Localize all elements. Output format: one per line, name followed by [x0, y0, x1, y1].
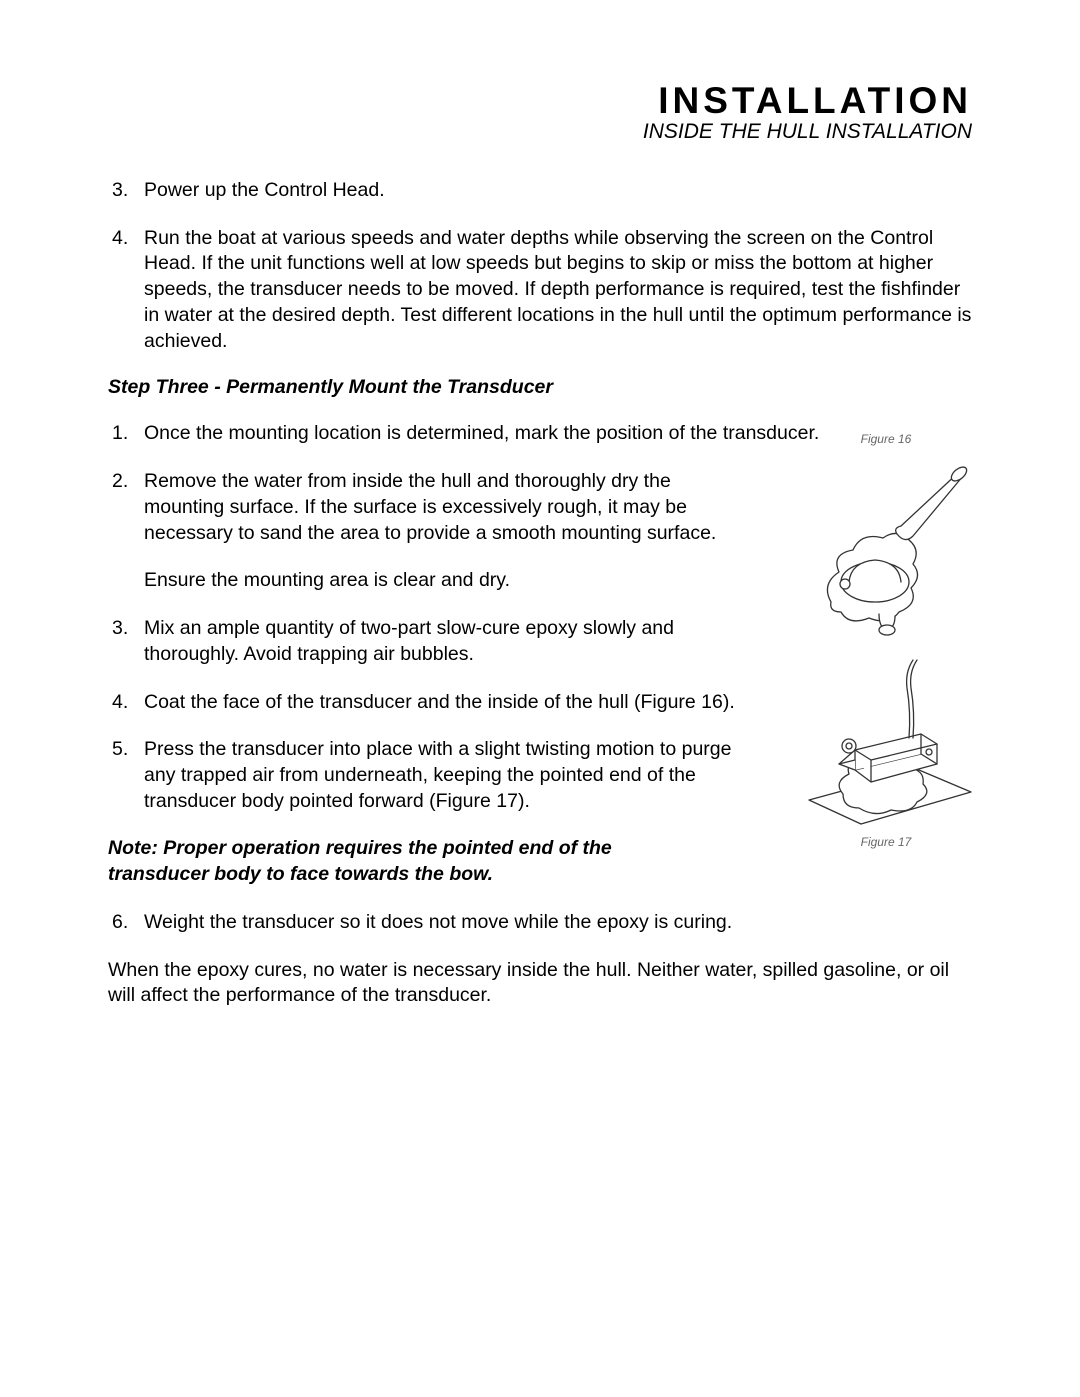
figure-17: Figure 17	[796, 652, 976, 849]
figure-16: Figure 16	[796, 432, 976, 639]
step3-item-6: 6. Weight the transducer so it does not …	[108, 910, 972, 936]
list-number: 4.	[108, 690, 144, 716]
list-text: Run the boat at various speeds and water…	[144, 226, 972, 355]
figure-17-caption: Figure 17	[796, 835, 976, 849]
list-number: 5.	[108, 737, 144, 814]
list-item-3: 3. Power up the Control Head.	[108, 178, 972, 204]
list-number: 1.	[108, 421, 144, 447]
list-text: Power up the Control Head.	[144, 178, 972, 204]
figure-16-illustration	[801, 454, 971, 639]
figure-17-illustration	[799, 652, 974, 827]
body-area: Figure 16	[108, 178, 972, 1009]
header-subtitle: INSIDE THE HULL INSTALLATION	[108, 120, 972, 144]
list-number: 4.	[108, 226, 144, 355]
document-page: INSTALLATION INSIDE THE HULL INSTALLATIO…	[0, 0, 1080, 1069]
step-three-heading: Step Three - Permanently Mount the Trans…	[108, 376, 972, 399]
page-header: INSTALLATION INSIDE THE HULL INSTALLATIO…	[108, 80, 972, 144]
list-number: 6.	[108, 910, 144, 936]
figure-16-caption: Figure 16	[796, 432, 976, 446]
list-number: 3.	[108, 178, 144, 204]
list-subparagraph: Ensure the mounting area is clear and dr…	[144, 568, 752, 594]
list-text-main: Remove the water from inside the hull an…	[144, 470, 716, 543]
list-text: Weight the transducer so it does not mov…	[144, 910, 972, 936]
closing-paragraph: When the epoxy cures, no water is necess…	[108, 958, 972, 1009]
list-number: 3.	[108, 616, 144, 667]
list-item-4: 4. Run the boat at various speeds and wa…	[108, 226, 972, 355]
header-title: INSTALLATION	[108, 80, 972, 122]
list-number: 2.	[108, 469, 144, 594]
